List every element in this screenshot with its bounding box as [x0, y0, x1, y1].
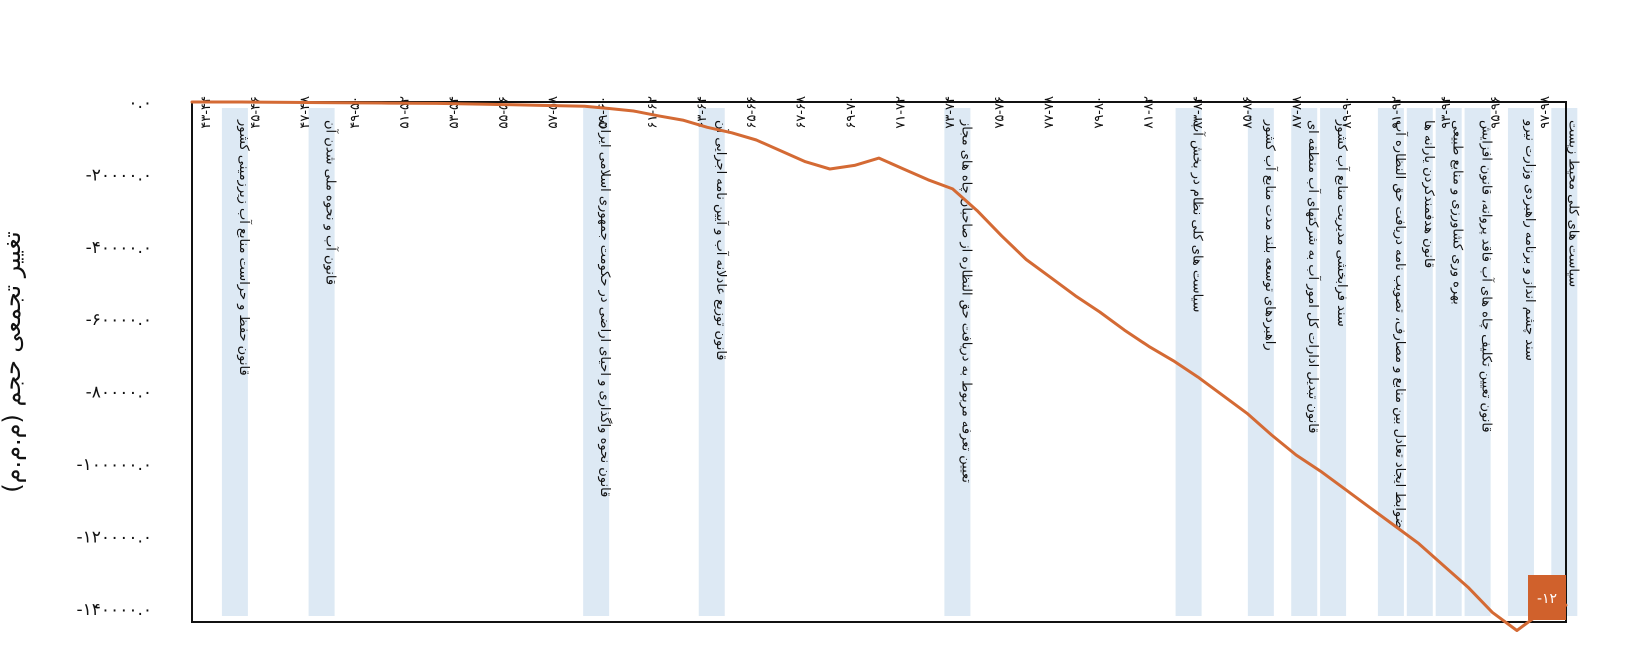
annotation-labels: قانون حفظ و حراست منابع آب زیرزمینی کشور…	[236, 119, 1580, 529]
annotation-label: بهره وری کشاورزی و منابع طبیعی	[1450, 120, 1465, 305]
y-tick-label: ۰.۰	[128, 93, 152, 113]
annotation-band	[1507, 108, 1534, 616]
y-tick-label: -۱۰۰۰۰۰.۰	[77, 455, 152, 475]
x-tick-label: ۵۳-۵۴	[447, 96, 462, 129]
series-lines	[190, 100, 1568, 632]
x-tick-label: ۵۹-۶۰	[596, 96, 611, 129]
annotation-band	[1377, 108, 1404, 616]
annotation-band	[1175, 108, 1202, 616]
x-tick-label: ۸۳-۸۴	[1191, 96, 1206, 129]
x-tick-label: ۴۵-۴۶	[249, 96, 264, 129]
end-marker-label: -۱۲	[1537, 591, 1557, 607]
annotation-label: راهبردهای توسعه بلند مدت منابع آب کشور	[1262, 119, 1279, 351]
x-tick-label: ۸۱-۸۲	[1141, 96, 1156, 129]
annotation-label: قانون تعیین تکلیف چاه های آب فاقد پروانه…	[1479, 120, 1496, 433]
annotation-band	[698, 108, 725, 616]
annotation-band	[1320, 108, 1347, 616]
y-tick-label: -۶۰۰۰۰.۰	[86, 310, 152, 330]
annotation-band	[1464, 108, 1491, 616]
annotation-label: قانون هدفمندکردن یارانه ها	[1421, 120, 1436, 268]
y-tick-label: -۱۲۰۰۰۰.۰	[77, 527, 152, 547]
annotation-label: سند چشم انداز و برنامه راهبردی وزارت نیر…	[1522, 119, 1537, 361]
x-tick-label: ۷۳-۷۴	[943, 96, 958, 129]
annotation-label: سند فرابخشی مدیریت منابع آب کشور	[1334, 119, 1351, 327]
annotation-label: ضوابط ایجاد تعادل بین منابع و مصارف، تصو…	[1392, 120, 1409, 529]
x-tick-label: ۴۹-۵۰	[348, 96, 363, 129]
annotation-label: سیاست های کلی نظام در بخش آب	[1190, 120, 1207, 312]
x-tick-label: ۵۷-۵۸	[546, 96, 561, 129]
y-tick-label: -۸۰۰۰۰.۰	[86, 383, 152, 403]
y-tick-label: -۲۰۰۰۰.۰	[86, 165, 152, 185]
end-marker	[1528, 575, 1566, 620]
x-tick-label: ۷۵-۷۶	[993, 96, 1008, 129]
y-tick-labels: ۰.۰ -۲۰۰۰۰.۰ -۴۰۰۰۰.۰ -۶۰۰۰۰.۰ -۸۰۰۰۰.۰ -۱۰۰۰…	[77, 93, 152, 620]
annotation-band	[308, 108, 335, 616]
annotation-band	[1247, 108, 1274, 616]
x-tick-label: ۷۱-۷۲	[893, 96, 908, 129]
annotation-label: قانون تبدیل ادارات کل امور آب به شرکتهای…	[1305, 120, 1322, 433]
x-tick-label: ۹۵-۹۶	[1489, 96, 1504, 129]
x-tick-label: ۸۵-۸۶	[1241, 96, 1256, 129]
annotation-band	[583, 108, 610, 616]
plot-frame	[191, 101, 1567, 623]
x-tick-label: ۶۱-۶۲	[645, 96, 660, 129]
x-tick-label: ۷۷-۷۸	[1042, 96, 1057, 129]
annotation-band	[1435, 108, 1462, 616]
x-tick-label: ۵۱-۵۲	[397, 96, 412, 129]
annotation-label: قانون حفظ و حراست منابع آب زیرزمینی کشور	[236, 119, 253, 376]
end-marker-group: -۱۲	[1528, 575, 1566, 620]
annotation-band	[1406, 108, 1433, 616]
x-tick-label: ۹۷-۹۸	[1538, 96, 1553, 129]
annotation-band	[221, 108, 248, 616]
annotation-bands	[221, 108, 1578, 616]
x-tick-label: ۶۵-۶۶	[745, 96, 760, 129]
x-tick-label: ۸۷-۸۸	[1290, 96, 1305, 129]
y-tick-label: -۱۴۰۰۰۰.۰	[77, 600, 152, 620]
annotation-label: قانون توزیع عادلانه آب و آیین نامه اجرای…	[713, 120, 730, 361]
annotation-band	[1551, 108, 1578, 616]
x-tick-label: ۶۹-۷۰	[844, 96, 859, 129]
x-tick-label: ۵۵-۵۶	[497, 96, 512, 129]
x-tick-label: ۴۷-۴۸	[298, 96, 313, 129]
series-line	[190, 100, 1568, 632]
annotation-band	[1291, 108, 1318, 616]
x-tick-label: ۹۱-۹۲	[1389, 96, 1404, 129]
annotation-label: سیاست های کلی محیط زیست	[1565, 120, 1580, 287]
x-tick-label: ۸۹-۹۰	[1340, 96, 1355, 129]
x-tick-label: ۷۹-۸۰	[1092, 96, 1107, 129]
annotation-label: تعیین تعرفه مربوط به دریافت حق النظاره ا…	[958, 119, 973, 483]
y-tick-label: -۴۰۰۰۰.۰	[86, 238, 152, 258]
y-axis-label: تغییر تجمعی حجم (م.م.م)	[0, 231, 26, 492]
x-tick-label: ۶۷-۶۸	[794, 96, 809, 129]
x-tick-label: ۶۳-۶۴	[695, 96, 710, 129]
x-tick-label: ۴۳-۴۴	[199, 96, 214, 129]
x-tick-labels: ۴۳-۴۴ ۴۵-۴۶ ۴۷-۴۸ ۴۹-۵۰ ۵۱-۵۲ ۵۳-۵۴ ۵۵-۵۶ ۵۷-۵۸…	[199, 96, 1553, 129]
x-tick-label: ۹۳-۹۴	[1439, 96, 1454, 129]
annotation-label: قانون نحوه واگذاری و احیای اراضی در حکوم…	[597, 120, 613, 497]
annotation-label: قانون آب و نحوه ملی شدن آن	[323, 120, 340, 285]
